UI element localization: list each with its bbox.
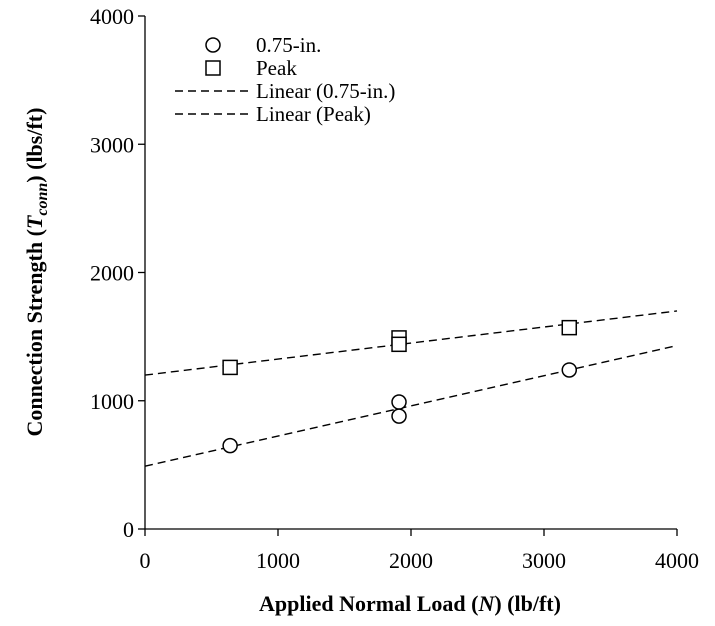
x-tick-label: 3000 xyxy=(522,548,566,573)
y-axis-title-prefix: Connection Strength ( xyxy=(22,229,47,436)
legend-item-peak-symbol xyxy=(205,60,221,76)
data-point-peak xyxy=(561,319,578,336)
y-axis-title-symbol: T xyxy=(22,214,47,229)
y-tick-label: 3000 xyxy=(90,132,134,157)
data-point-0-75-in xyxy=(222,437,238,454)
x-axis-title-prefix: Applied Normal Load ( xyxy=(259,591,478,616)
legend-item-0-75-in-label: 0.75-in. xyxy=(256,33,321,57)
legend-item-linear-peak: Linear (Peak) xyxy=(175,102,371,126)
legend-item-0-75-in-symbol xyxy=(205,37,221,53)
legend-item-0-75-in: 0.75-in. xyxy=(205,33,321,57)
x-tick-label: 1000 xyxy=(256,548,300,573)
y-axis-title: Connection Strength (Tconn) (lbs/ft) xyxy=(22,108,51,437)
x-tick-label: 0 xyxy=(140,548,151,573)
data-point-0-75-in xyxy=(391,394,407,410)
legend-item-peak-label: Peak xyxy=(256,56,297,80)
data-points xyxy=(222,319,578,454)
legend-item-peak: Peak xyxy=(205,56,297,80)
y-axis-title-subscript: conn xyxy=(34,183,51,216)
trendlines xyxy=(144,310,678,467)
x-tick-label: 2000 xyxy=(389,548,433,573)
x-axis-title-symbol: N xyxy=(477,591,495,616)
data-point-0-75-in xyxy=(391,408,407,424)
data-point-peak xyxy=(222,359,238,376)
y-axis-title-suffix: ) (lbs/ft) xyxy=(22,108,47,183)
x-axis-title-suffix: ) (lb/ft) xyxy=(494,591,561,616)
x-tick-label: 4000 xyxy=(655,548,699,573)
y-tick-label: 4000 xyxy=(90,4,134,29)
axes: 0 1000 2000 3000 4000 0 1000 2000 3000 4000 xyxy=(90,4,699,573)
legend-item-linear-peak-label: Linear (Peak) xyxy=(256,102,371,126)
y-tick-label: 0 xyxy=(123,517,134,542)
y-tick-label: 1000 xyxy=(90,389,134,414)
x-axis-title: Applied Normal Load (N) (lb/ft) xyxy=(259,591,561,616)
legend-item-linear-0-75-in-label: Linear (0.75-in.) xyxy=(256,79,395,103)
legend-item-linear-0-75-in: Linear (0.75-in.) xyxy=(175,79,395,103)
y-tick-label: 2000 xyxy=(90,261,134,286)
trendline-peak xyxy=(144,310,678,376)
data-point-peak xyxy=(391,336,407,353)
data-point-0-75-in xyxy=(561,362,578,378)
